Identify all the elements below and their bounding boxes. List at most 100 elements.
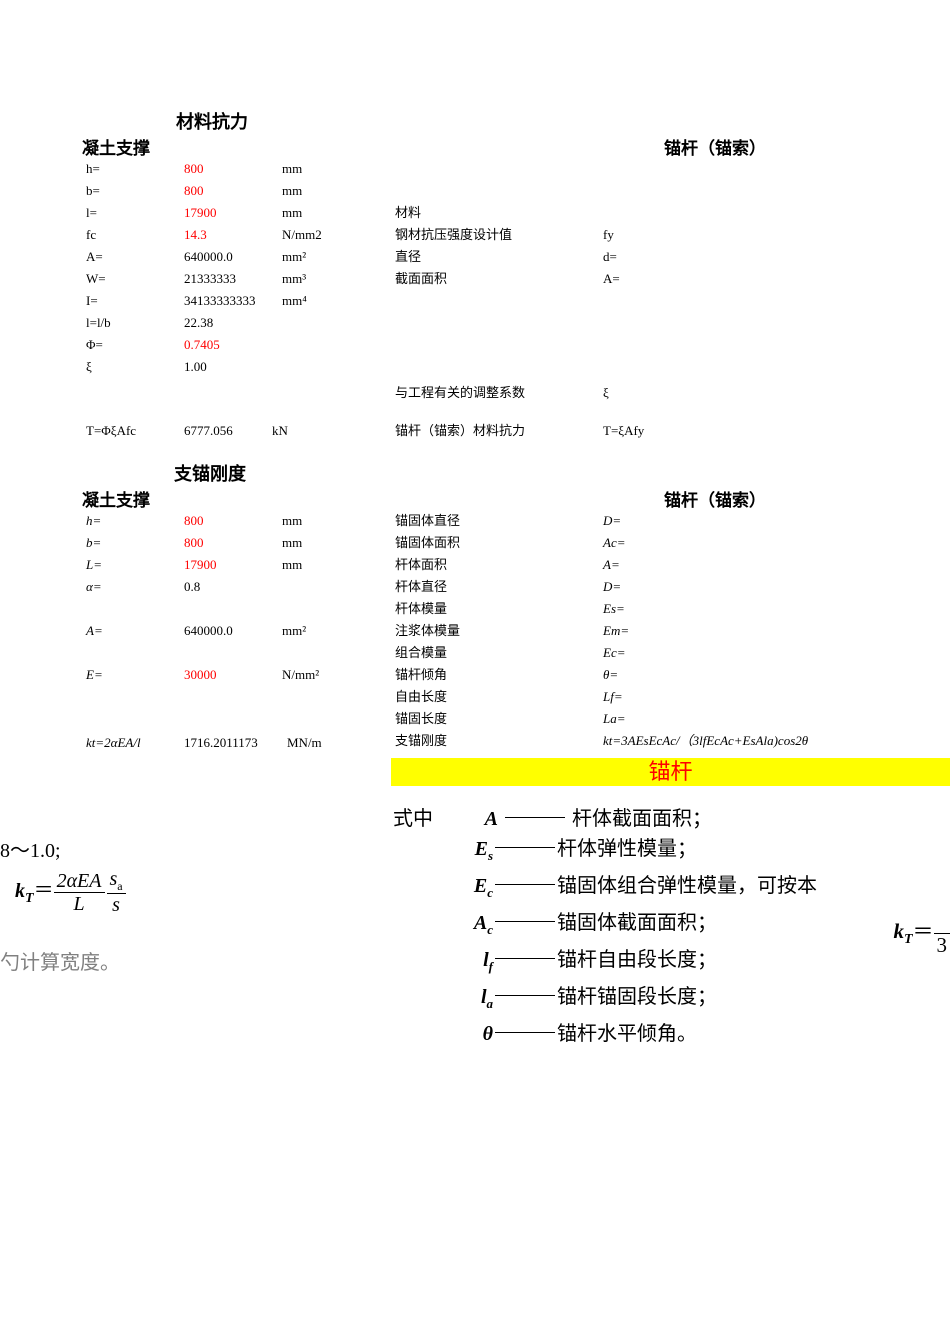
s1-result-label: T=ΦξAfc [82, 420, 180, 442]
section1-right-table: 材料钢材抗压强度设计值fy直径d=截面面积A= [391, 202, 657, 290]
table-cell [82, 598, 180, 620]
table-cell: fy [599, 224, 657, 246]
table-cell: 锚固体直径 [391, 510, 599, 532]
ktr-partial: kT＝ 3 [893, 910, 950, 957]
section1-title: 材料抗力 [176, 108, 248, 134]
table-cell: Ac= [599, 532, 812, 554]
def-text: 锚杆自由段长度； [557, 949, 717, 971]
section2-left-result: kt=2αEA/l 1716.2011173 MN/m [82, 732, 341, 754]
section2-title: 支锚刚度 [174, 460, 246, 486]
s2-result-unit: MN/m [283, 732, 341, 754]
def-intro: 式中 [393, 804, 451, 834]
table-cell: 800 [180, 510, 278, 532]
table-cell: 杆体直径 [391, 576, 599, 598]
table-cell: 640000.0 [180, 246, 278, 268]
table-cell: h= [82, 510, 180, 532]
table-cell: mm [278, 532, 346, 554]
table-cell: 800 [180, 158, 278, 180]
def-text: 杆体弹性模量； [557, 838, 697, 860]
table-cell: 锚固体面积 [391, 532, 599, 554]
table-cell: La= [599, 708, 812, 730]
table-cell: mm² [278, 246, 336, 268]
table-cell: h= [82, 158, 180, 180]
table-cell: mm [278, 510, 346, 532]
table-cell: 0.8 [180, 576, 278, 598]
table-cell: mm² [278, 620, 346, 642]
table-cell: α= [82, 576, 180, 598]
left-formula-kt: kT＝2αEALsas [15, 868, 126, 916]
table-cell: 直径 [391, 246, 599, 268]
table-cell: mm [278, 158, 336, 180]
table-cell: 组合模量 [391, 642, 599, 664]
def-symbol: Ec [451, 871, 493, 908]
table-cell: 30000 [180, 664, 278, 686]
table-cell: A= [599, 554, 812, 576]
s1-rresult-label: 锚杆（锚索）材料抗力 [391, 420, 599, 442]
table-cell: d= [599, 246, 657, 268]
table-cell: 22.38 [180, 312, 278, 334]
def-sym-A: A [456, 804, 498, 834]
table-cell: l=l/b [82, 312, 180, 334]
table-cell: θ= [599, 664, 812, 686]
def-text: 锚杆锚固段长度； [557, 986, 717, 1008]
table-cell: mm⁴ [278, 290, 336, 312]
s1-result-value: 6777.056 [180, 420, 268, 442]
s1-rresult-sym: T=ξAfy [599, 420, 727, 442]
section1-left-table: h=800mm b=800mm l=17900mm fc14.3N/mm2 A=6400… [82, 158, 336, 378]
left-formula-line1: 8～1.0; [0, 834, 61, 863]
table-cell: L= [82, 554, 180, 576]
def-text-0: 杆体截面面积； [572, 808, 712, 830]
table-cell: 34133333333 [180, 290, 278, 312]
table-cell: fc [82, 224, 180, 246]
section2-right-table: 锚固体直径D=锚固体面积Ac=杆体面积A=杆体直径D=杆体模量Es=注浆体模量E… [391, 510, 812, 752]
table-cell: mm³ [278, 268, 336, 290]
def-symbol: Es [451, 834, 493, 871]
def-text: 锚固体组合弹性模量，可按本 [557, 875, 817, 897]
s2-result-label: kt=2αEA/l [82, 732, 180, 754]
table-cell: 支锚刚度 [391, 730, 599, 752]
section1-right-title: 锚杆（锚索） [664, 134, 766, 159]
s1-coef-sym: ξ [599, 382, 657, 404]
section1-left-title: 凝土支撑 [82, 134, 150, 159]
table-cell: 14.3 [180, 224, 278, 246]
table-cell [278, 642, 346, 664]
table-cell: 锚固长度 [391, 708, 599, 730]
table-cell: A= [82, 620, 180, 642]
table-cell: Es= [599, 598, 812, 620]
s1-result-unit: kN [268, 420, 326, 442]
table-cell: Lf= [599, 686, 812, 708]
table-cell [278, 356, 336, 378]
table-cell [278, 576, 346, 598]
def-symbol: lf [451, 945, 493, 982]
table-cell [278, 334, 336, 356]
section1-left-result: T=ΦξAfc 6777.056 kN [82, 420, 326, 442]
table-cell: Em= [599, 620, 812, 642]
table-cell: ξ [82, 356, 180, 378]
table-cell: 21333333 [180, 268, 278, 290]
table-cell: 640000.0 [180, 620, 278, 642]
table-cell: mm [278, 180, 336, 202]
def-symbol: Ac [451, 908, 493, 945]
table-cell: mm [278, 202, 336, 224]
table-cell: D= [599, 510, 812, 532]
def-symbol: la [451, 982, 493, 1019]
section2-left-title: 凝土支撑 [82, 486, 150, 511]
table-cell: A= [599, 268, 657, 290]
table-cell: 杆体面积 [391, 554, 599, 576]
table-cell: b= [82, 180, 180, 202]
table-cell: 17900 [180, 202, 278, 224]
yellow-band: 锚杆 [391, 758, 950, 786]
table-cell: A= [82, 246, 180, 268]
table-cell: kt=3AEsEcAc/（3lfEcAc+EsAla)cos2θ [599, 730, 812, 752]
def-text: 锚杆水平倾角。 [557, 1023, 697, 1045]
table-cell: E= [82, 664, 180, 686]
table-cell: 杆体模量 [391, 598, 599, 620]
table-cell: 截面面积 [391, 268, 599, 290]
section2-left-table: h=800mmb=800mmL=17900mmα=0.8A=640000.0mm… [82, 510, 346, 686]
table-cell: 800 [180, 180, 278, 202]
table-cell: b= [82, 532, 180, 554]
definitions-block: 式中 A 杆体截面面积； Es 杆体弹性模量； Ec 锚固体组合弹性模量，可按本 A… [393, 804, 817, 1049]
table-cell: Φ= [82, 334, 180, 356]
table-cell: N/mm2 [278, 224, 336, 246]
table-cell: l= [82, 202, 180, 224]
